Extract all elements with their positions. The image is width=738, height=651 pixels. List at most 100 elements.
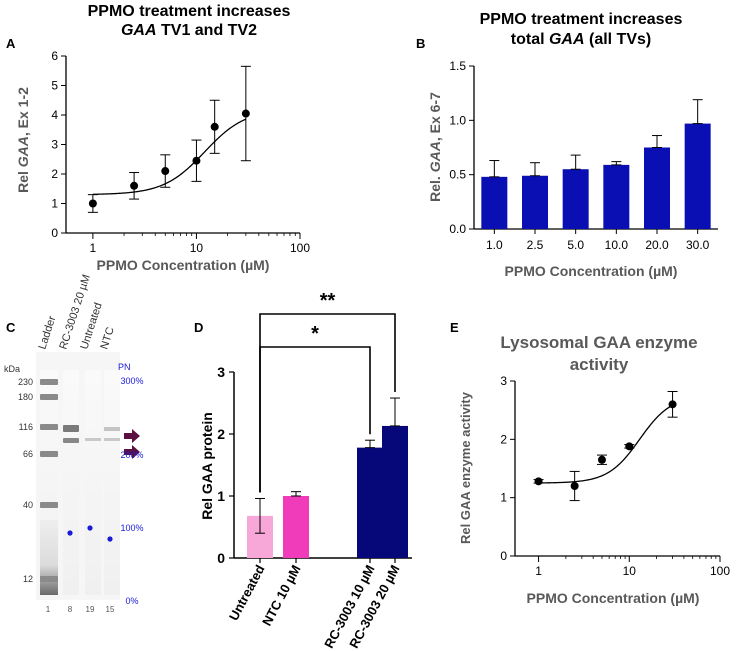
gel-lane-number: 8: [68, 605, 73, 614]
b-ytick-label: 0.5: [449, 168, 466, 182]
panel-e-ylabel: Rel GAA enzyme activity: [458, 391, 473, 544]
e-ytick-label: 2: [500, 432, 507, 446]
panel-e-xlabel: PPMO Concentration (µM): [527, 590, 700, 606]
gel-ladder-band: [40, 576, 58, 582]
e-xtick-label: 100: [710, 564, 730, 578]
gel-band-faint: [104, 438, 120, 441]
panel-a: A PPMO treatment increases GAA TV1 and T…: [6, 3, 310, 273]
b-xtick-label: 2.5: [527, 238, 544, 252]
e-data-point: [668, 400, 677, 409]
panel-a-plot: 0 1 2 3 4 5 6 1 10 100: [51, 49, 310, 255]
panel-b-ylabel: Rel. GAA, Ex 6-7: [427, 92, 443, 202]
b-ytick-label: 1.0: [449, 113, 466, 127]
e-ytick-label: 1: [500, 491, 507, 505]
gel-kda-label: kDa: [4, 364, 20, 374]
b-xtick-label: 30.0: [686, 238, 710, 252]
panel-a-ylabel-suffix: , Ex 1-2: [15, 87, 31, 136]
panel-b-plot: 0.0 0.5 1.0 1.5 1.0 2.5 5.0 10.0 20.0 30.0: [449, 59, 718, 252]
panel-a-letter: A: [6, 36, 16, 51]
gel-arrow-upper: [124, 429, 140, 443]
panel-b-ylabel-prefix: Rel.: [427, 172, 443, 202]
a-data-point: [210, 122, 219, 131]
a-data-point: [130, 181, 139, 190]
gel-reference-dot: [107, 536, 113, 542]
panel-a-title-line1: PPMO treatment increases: [88, 3, 291, 20]
a-fit-curve: [92, 118, 247, 195]
gel-ladder-band: [40, 424, 58, 430]
panel-e-plot: 0 1 2 3 1 10 100: [500, 374, 730, 578]
e-xtick-label: 10: [623, 564, 637, 578]
panel-a-title-gene: GAA: [121, 22, 157, 39]
panel-a-xlabel: PPMO Concentration (µM): [97, 257, 270, 273]
gel-pn-label: 100%: [120, 523, 143, 533]
gel-lane-header: NTC: [98, 326, 116, 351]
gel-band-upper: [63, 425, 79, 432]
panel-b-title-line1: PPMO treatment increases: [480, 11, 683, 28]
gel-pn-header: PN: [118, 362, 131, 372]
b-bar: [644, 147, 670, 229]
gel-mw-marker: 12: [23, 574, 33, 584]
b-bar: [603, 164, 630, 229]
gel-band-faint: [85, 438, 101, 441]
e-data-point: [570, 482, 579, 490]
gel-band-lower: [63, 438, 79, 443]
d-significance-label: *: [311, 323, 319, 345]
gel-lane: [85, 370, 101, 595]
b-bar: [481, 176, 508, 229]
panel-b-title-gene: GAA: [549, 31, 585, 48]
gel-pn-label: 300%: [120, 376, 143, 386]
e-data-point: [534, 477, 543, 486]
a-ytick-label: 0: [51, 226, 58, 240]
a-data-point: [161, 167, 170, 176]
a-xtick-label: 10: [190, 241, 204, 255]
b-xtick-label: 1.0: [486, 238, 503, 252]
d-bar: [382, 425, 408, 558]
a-ytick-label: 2: [51, 167, 58, 181]
b-bar: [562, 169, 589, 229]
e-fit-curve: [538, 404, 673, 484]
gel-lane-number: 1: [46, 605, 51, 614]
panel-b-title-line2: total GAA (all TVs): [511, 31, 651, 48]
d-ytick-label: 2: [217, 426, 225, 442]
gel-mw-marker: 180: [18, 392, 33, 402]
e-ytick-label: 0: [500, 549, 507, 563]
panel-a-title-line2: GAA TV1 and TV2: [121, 22, 257, 39]
a-ytick-label: 1: [51, 197, 58, 211]
e-ytick-label: 3: [500, 374, 507, 388]
gel-mw-marker: 230: [18, 377, 33, 387]
gel-ladder-band: [40, 451, 58, 457]
a-xtick-label: 100: [290, 241, 310, 255]
e-data-point: [625, 442, 634, 451]
gel-mw-marker: 40: [23, 500, 33, 510]
panel-e-letter: E: [450, 320, 459, 335]
gel-mw-marker: 116: [19, 422, 33, 432]
panel-b-ylabel-suffix: , Ex 6-7: [427, 92, 443, 141]
panel-a-title-rest: TV1 and TV2: [157, 22, 258, 39]
panel-a-ylabel: Rel GAA, Ex 1-2: [15, 87, 31, 193]
gel-reference-dot: [67, 530, 73, 536]
gel-ladder-band: [40, 394, 58, 400]
a-ytick-label: 3: [51, 138, 58, 152]
b-xtick-label: 20.0: [645, 238, 669, 252]
panel-b-letter: B: [416, 36, 425, 51]
gel-lane: [104, 370, 120, 595]
panel-a-ylabel-gene: GAA: [15, 136, 31, 167]
a-ytick-label: 6: [51, 49, 58, 63]
panel-e-title-line2: activity: [570, 355, 629, 374]
e-xtick-label: 1: [535, 564, 542, 578]
d-bar: [283, 496, 309, 558]
panel-b-ylabel-gene: GAA: [427, 141, 443, 172]
b-xtick-label: 10.0: [605, 238, 629, 252]
d-ytick-label: 0: [217, 550, 225, 566]
d-ytick-label: 3: [217, 364, 225, 380]
gel-reference-dot: [87, 525, 93, 531]
a-ytick-label: 4: [51, 108, 58, 122]
gel-arrow-lower: [124, 445, 140, 459]
a-data-point: [88, 199, 97, 208]
gel-pn-label: 200%: [120, 450, 143, 460]
gel-ladder-band: [40, 379, 58, 385]
gel-mw-marker: 66: [23, 449, 33, 459]
